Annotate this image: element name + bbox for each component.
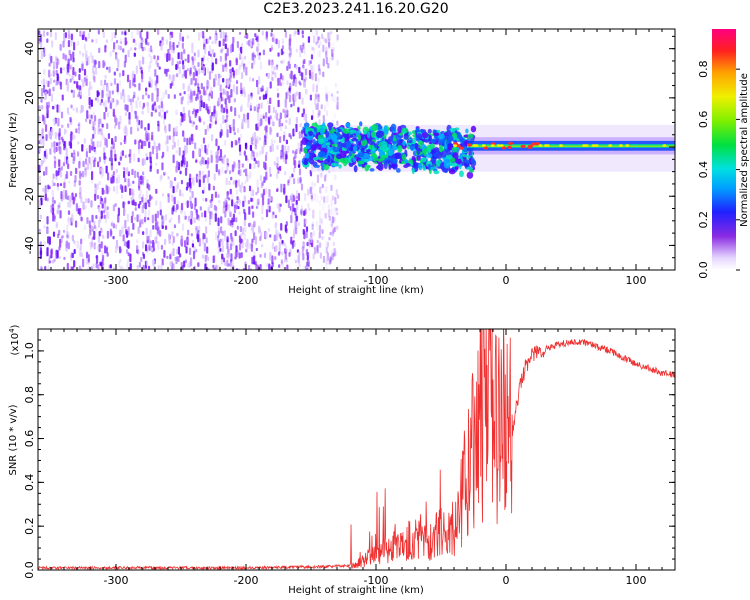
snr-y-tick-label: 0.0 [23, 561, 36, 579]
colorbar-tick-label: 0.4 [697, 161, 710, 179]
colorbar-label: Normalized spectral amplitude [739, 73, 750, 227]
snr-x-label: Height of straight line (km) [288, 585, 424, 596]
spectrogram-frame [37, 28, 676, 271]
spectrogram-y-tick-label: -40 [23, 236, 36, 254]
snr-x-tick-label: -300 [104, 574, 129, 587]
snr-y-tick-label: 0.8 [23, 386, 36, 404]
spectrogram-y-label: Frequency (Hz) [8, 112, 19, 188]
snr-x-tick-label: -200 [234, 574, 259, 587]
snr-y-ticks: 0.0 0.2 0.4 0.6 0.8 1.0 [23, 339, 675, 579]
snr-y-tick-label: 0.2 [23, 517, 36, 535]
snr-series-line [38, 329, 675, 570]
snr-y-tick-label: 0.4 [23, 474, 36, 492]
spectrogram-x-tick-label: 0 [503, 274, 510, 287]
colorbar-tick-label: 0.6 [697, 111, 710, 129]
spectrogram-y-tick-label: 0 [23, 144, 36, 151]
snr-x-tick-label: 100 [626, 574, 647, 587]
spectrogram-y-tick-label: 40 [23, 42, 36, 56]
colorbar-gradient [712, 29, 736, 270]
spectrogram-x-ticks: -300 -200 -100 0 100 [50, 29, 676, 287]
snr-x-ticks: -300 -200 -100 0 100 [50, 329, 676, 587]
snr-panel: -300 -200 -100 0 100 0.0 0.2 0.4 0.6 0.8 1.0 Heig… [8, 324, 676, 596]
snr-frame [37, 328, 676, 571]
spectrogram-image [38, 29, 675, 270]
snr-y-tick-label: 0.6 [23, 430, 36, 448]
spectrogram-y-tick-label: -20 [23, 187, 36, 205]
spectrogram-x-tick-label: -100 [364, 274, 389, 287]
spectrogram-x-tick-label: -300 [104, 274, 129, 287]
snr-y-label: SNR (10 * v/v) [8, 404, 19, 475]
colorbar-tick-label: 0.0 [697, 261, 710, 279]
colorbar-tick-label: 0.8 [697, 60, 710, 78]
spectrogram-x-label: Height of straight line (km) [288, 285, 424, 296]
spectrogram-y-tick-label: 20 [23, 91, 36, 105]
snr-y-scale-note: (x104) [8, 324, 21, 355]
snr-x-tick-label: -100 [364, 574, 389, 587]
colorbar-ticks: 0.0 0.2 0.4 0.6 0.8 [697, 60, 740, 279]
colorbar: 0.0 0.2 0.4 0.6 0.8 Normalized spectral ampl… [697, 29, 750, 279]
spectrogram-x-tick-label: -200 [234, 274, 259, 287]
chart-title: C2E3.2023.241.16.20.G20 [263, 1, 449, 17]
spectrogram-x-tick-label: 100 [626, 274, 647, 287]
snr-x-tick-label: 0 [503, 574, 510, 587]
snr-y-tick-label: 1.0 [23, 342, 36, 360]
colorbar-tick-label: 0.2 [697, 211, 710, 229]
spectrogram-y-ticks: -40 -20 0 20 40 [23, 35, 675, 271]
